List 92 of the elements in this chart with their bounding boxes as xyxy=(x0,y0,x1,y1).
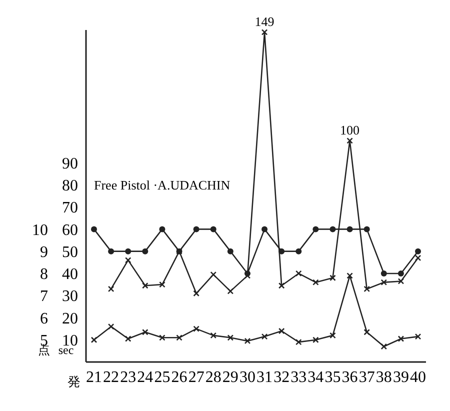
x-tick-label: 34 xyxy=(308,369,324,386)
point xyxy=(90,336,98,344)
point xyxy=(125,248,132,254)
point xyxy=(244,272,251,279)
point xyxy=(227,288,234,294)
x-tick-label: 40 xyxy=(410,369,426,386)
point xyxy=(124,257,132,264)
x-tick-label: 21 xyxy=(86,369,102,386)
point xyxy=(312,226,319,232)
point xyxy=(296,248,302,254)
x-tick-label: 24 xyxy=(137,369,154,386)
x-tick-label: 28 xyxy=(205,369,222,386)
point xyxy=(142,328,148,336)
point xyxy=(330,226,336,232)
point xyxy=(210,271,217,278)
point xyxy=(364,286,370,292)
point xyxy=(346,226,353,232)
point xyxy=(142,248,148,254)
x-tick-label: 25 xyxy=(154,369,170,386)
y-tick-label: 70 xyxy=(62,200,78,217)
point xyxy=(142,282,148,289)
y2-tick-label: 7 xyxy=(40,288,48,306)
text: Free Pistol ·A.UDACHIN xyxy=(94,177,231,192)
point xyxy=(227,248,234,254)
point xyxy=(312,336,319,344)
x-tick-label: 37 xyxy=(358,369,375,386)
point xyxy=(278,328,285,334)
point xyxy=(330,332,336,339)
x-tick-label: 38 xyxy=(376,369,392,386)
x-tick-label: 36 xyxy=(342,369,358,386)
x-tick-label: 39 xyxy=(392,369,409,386)
x-tick-label: 23 xyxy=(120,369,136,386)
point xyxy=(414,333,422,340)
y2-tick-label: 10 xyxy=(32,222,48,239)
y2-tick-label: 6 xyxy=(40,310,48,328)
y-tick-label: 20 xyxy=(62,310,78,328)
point xyxy=(210,226,216,232)
y-tick-label: 40 xyxy=(62,266,78,284)
y-tick-label: 90 xyxy=(62,155,78,172)
point xyxy=(398,278,404,284)
x-tick-label: 35 xyxy=(324,369,341,386)
x-tick-label: 22 xyxy=(103,369,120,386)
point xyxy=(108,323,114,330)
point xyxy=(159,226,166,232)
point xyxy=(380,270,387,276)
x-tick-label: 32 xyxy=(274,369,290,386)
point xyxy=(312,279,319,286)
x-tick-label: 29 xyxy=(222,369,238,386)
point xyxy=(398,336,404,342)
point xyxy=(295,270,302,277)
x-tick-label: 27 xyxy=(188,369,204,386)
point xyxy=(380,343,388,350)
y-tick-label: 60 xyxy=(62,222,78,239)
point xyxy=(210,332,217,339)
point xyxy=(414,254,422,262)
data-label: 149 xyxy=(254,14,274,30)
point xyxy=(124,336,132,342)
x-axis-title: 発 xyxy=(68,374,80,389)
point xyxy=(364,226,370,232)
point xyxy=(346,272,353,279)
point xyxy=(227,334,234,341)
x-tick-label: 33 xyxy=(290,369,307,386)
x-tick-label: 31 xyxy=(256,369,273,386)
point xyxy=(364,328,370,336)
point xyxy=(159,281,166,288)
point xyxy=(108,248,114,254)
point xyxy=(262,226,268,232)
point xyxy=(108,286,114,292)
point xyxy=(330,274,336,282)
point xyxy=(261,29,268,36)
point xyxy=(278,282,285,289)
y-tick-label: 30 xyxy=(62,288,78,306)
point xyxy=(244,338,251,344)
point xyxy=(176,334,182,341)
point xyxy=(261,333,268,340)
point xyxy=(193,226,200,232)
point xyxy=(91,226,97,232)
point xyxy=(159,334,166,341)
y-tick-label: 50 xyxy=(62,244,78,261)
point xyxy=(295,338,302,346)
point xyxy=(193,290,200,297)
x-tick-label: 30 xyxy=(239,369,256,386)
point xyxy=(193,326,200,332)
point xyxy=(415,248,421,254)
y-tick-label: 80 xyxy=(62,178,78,195)
x-tick-label: 26 xyxy=(171,369,188,386)
point xyxy=(380,279,388,286)
y2-tick-label: 9 xyxy=(40,244,48,261)
point xyxy=(398,270,404,276)
y2-tick-label: 8 xyxy=(40,266,48,284)
data-label: 100 xyxy=(340,122,360,138)
point xyxy=(346,138,353,144)
